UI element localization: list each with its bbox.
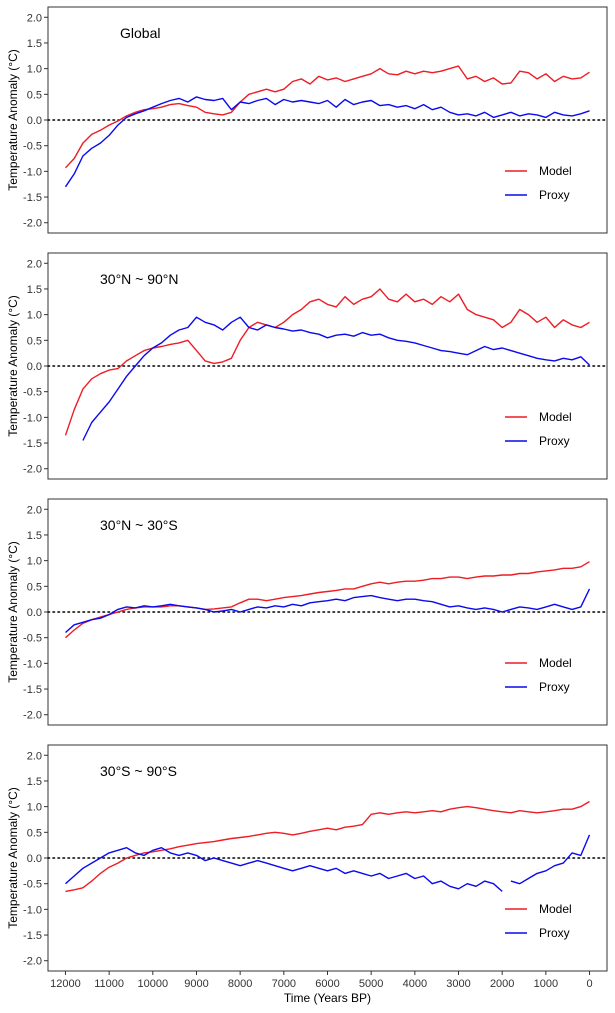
x-tick-label: 3000 (446, 978, 470, 990)
y-tick-label: 0.0 (27, 115, 42, 127)
y-tick-label: -0.5 (23, 141, 42, 153)
y-tick-label: 1.5 (27, 284, 42, 296)
y-tick-label: -0.5 (23, 387, 42, 399)
y-tick-label: 1.0 (27, 64, 42, 76)
x-tick-label: 11000 (94, 978, 124, 990)
y-tick-label: 0.0 (27, 607, 42, 619)
y-tick-label: 2.0 (27, 750, 42, 762)
y-tick-label: -1.0 (23, 658, 42, 670)
legend-label: Model (539, 164, 572, 178)
panel-title: 30°N ~ 30°S (100, 517, 178, 533)
y-tick-label: -0.5 (23, 879, 42, 891)
legend-label: Proxy (539, 926, 570, 940)
legend-label: Proxy (539, 188, 570, 202)
y-tick-label: 0.5 (27, 581, 42, 593)
x-tick-label: 7000 (272, 978, 296, 990)
y-tick-label: -1.0 (23, 904, 42, 916)
panel-4: -2.0 -1.5 -1.0 -0.5 0.0 0.5 1.0 1.5 2.0 Temperatu… (6, 744, 608, 1005)
y-tick-label: 1.0 (27, 556, 42, 568)
series-line-proxy (65, 834, 591, 892)
y-tick-label: -1.5 (23, 930, 42, 942)
y-tick-label: 2.0 (27, 258, 42, 270)
y-tick-label: 1.0 (27, 310, 42, 322)
y-axis-label: Temperature Anomaly (°C) (6, 541, 20, 683)
y-tick-label: -0.5 (23, 633, 42, 645)
y-tick-label: 0.0 (27, 361, 42, 373)
x-tick-label: 2000 (490, 978, 514, 990)
legend-label: Proxy (539, 434, 570, 448)
series-line-model (64, 65, 590, 169)
y-tick-label: 1.5 (27, 38, 42, 50)
y-tick-label: 0.5 (27, 827, 42, 839)
x-tick-label: 8000 (228, 978, 252, 990)
x-tick-label: 5000 (359, 978, 383, 990)
y-tick-label: -1.5 (23, 438, 42, 450)
x-tick-label: 6000 (315, 978, 339, 990)
y-tick-label: 1.5 (27, 530, 42, 542)
y-axis-label: Temperature Anomaly (°C) (6, 787, 20, 929)
y-tick-label: 2.0 (27, 12, 42, 24)
series-line-proxy (65, 588, 591, 634)
y-tick-label: -1.0 (23, 166, 42, 178)
y-tick-label: -2.0 (23, 956, 42, 968)
y-tick-label: 1.5 (27, 776, 42, 788)
y-tick-label: 1.0 (27, 802, 42, 814)
x-tick-label: 1000 (534, 978, 558, 990)
y-axis-label: Temperature Anomaly (°C) (6, 295, 20, 437)
y-tick-label: 2.0 (27, 504, 42, 516)
series-line-model (65, 800, 590, 893)
y-tick-label: -2.0 (23, 710, 42, 722)
series-line-proxy (82, 316, 590, 441)
panel-3: -2.0 -1.5 -1.0 -0.5 0.0 0.5 1.0 1.5 2.0 Temperatu… (6, 498, 608, 726)
x-tick-label: 4000 (403, 978, 427, 990)
y-tick-label: 0.5 (27, 335, 42, 347)
y-tick-label: -1.5 (23, 192, 42, 204)
panel-1: -2.0 -1.5 -1.0 -0.5 0.0 0.5 1.0 1.5 2.0 Temperatu… (6, 6, 608, 234)
x-axis-label: Time (Years BP) (284, 991, 371, 1005)
y-tick-label: -1.5 (23, 684, 42, 696)
series-line-proxy (64, 96, 590, 188)
y-axis-label: Temperature Anomaly (°C) (6, 49, 20, 191)
y-tick-label: 0.0 (27, 853, 42, 865)
y-tick-label: -2.0 (23, 464, 42, 476)
x-tick-label: 0 (586, 978, 592, 990)
panel-title: 30°N ~ 90°N (100, 271, 179, 287)
legend-label: Proxy (539, 680, 570, 694)
legend-label: Model (539, 902, 572, 916)
y-tick-label: -2.0 (23, 218, 42, 230)
x-tick-label: 9000 (184, 978, 208, 990)
legend-label: Model (539, 410, 572, 424)
legend-label: Model (539, 656, 572, 670)
y-tick-label: 0.5 (27, 89, 42, 101)
x-tick-label: 12000 (50, 978, 81, 990)
y-tick-label: -1.0 (23, 412, 42, 424)
x-tick-label: 10000 (138, 978, 169, 990)
panel-2: -2.0 -1.5 -1.0 -0.5 0.0 0.5 1.0 1.5 2.0 Temperatu… (6, 252, 608, 480)
panel-title: 30°S ~ 90°S (100, 763, 177, 779)
panel-title: Global (120, 25, 160, 41)
